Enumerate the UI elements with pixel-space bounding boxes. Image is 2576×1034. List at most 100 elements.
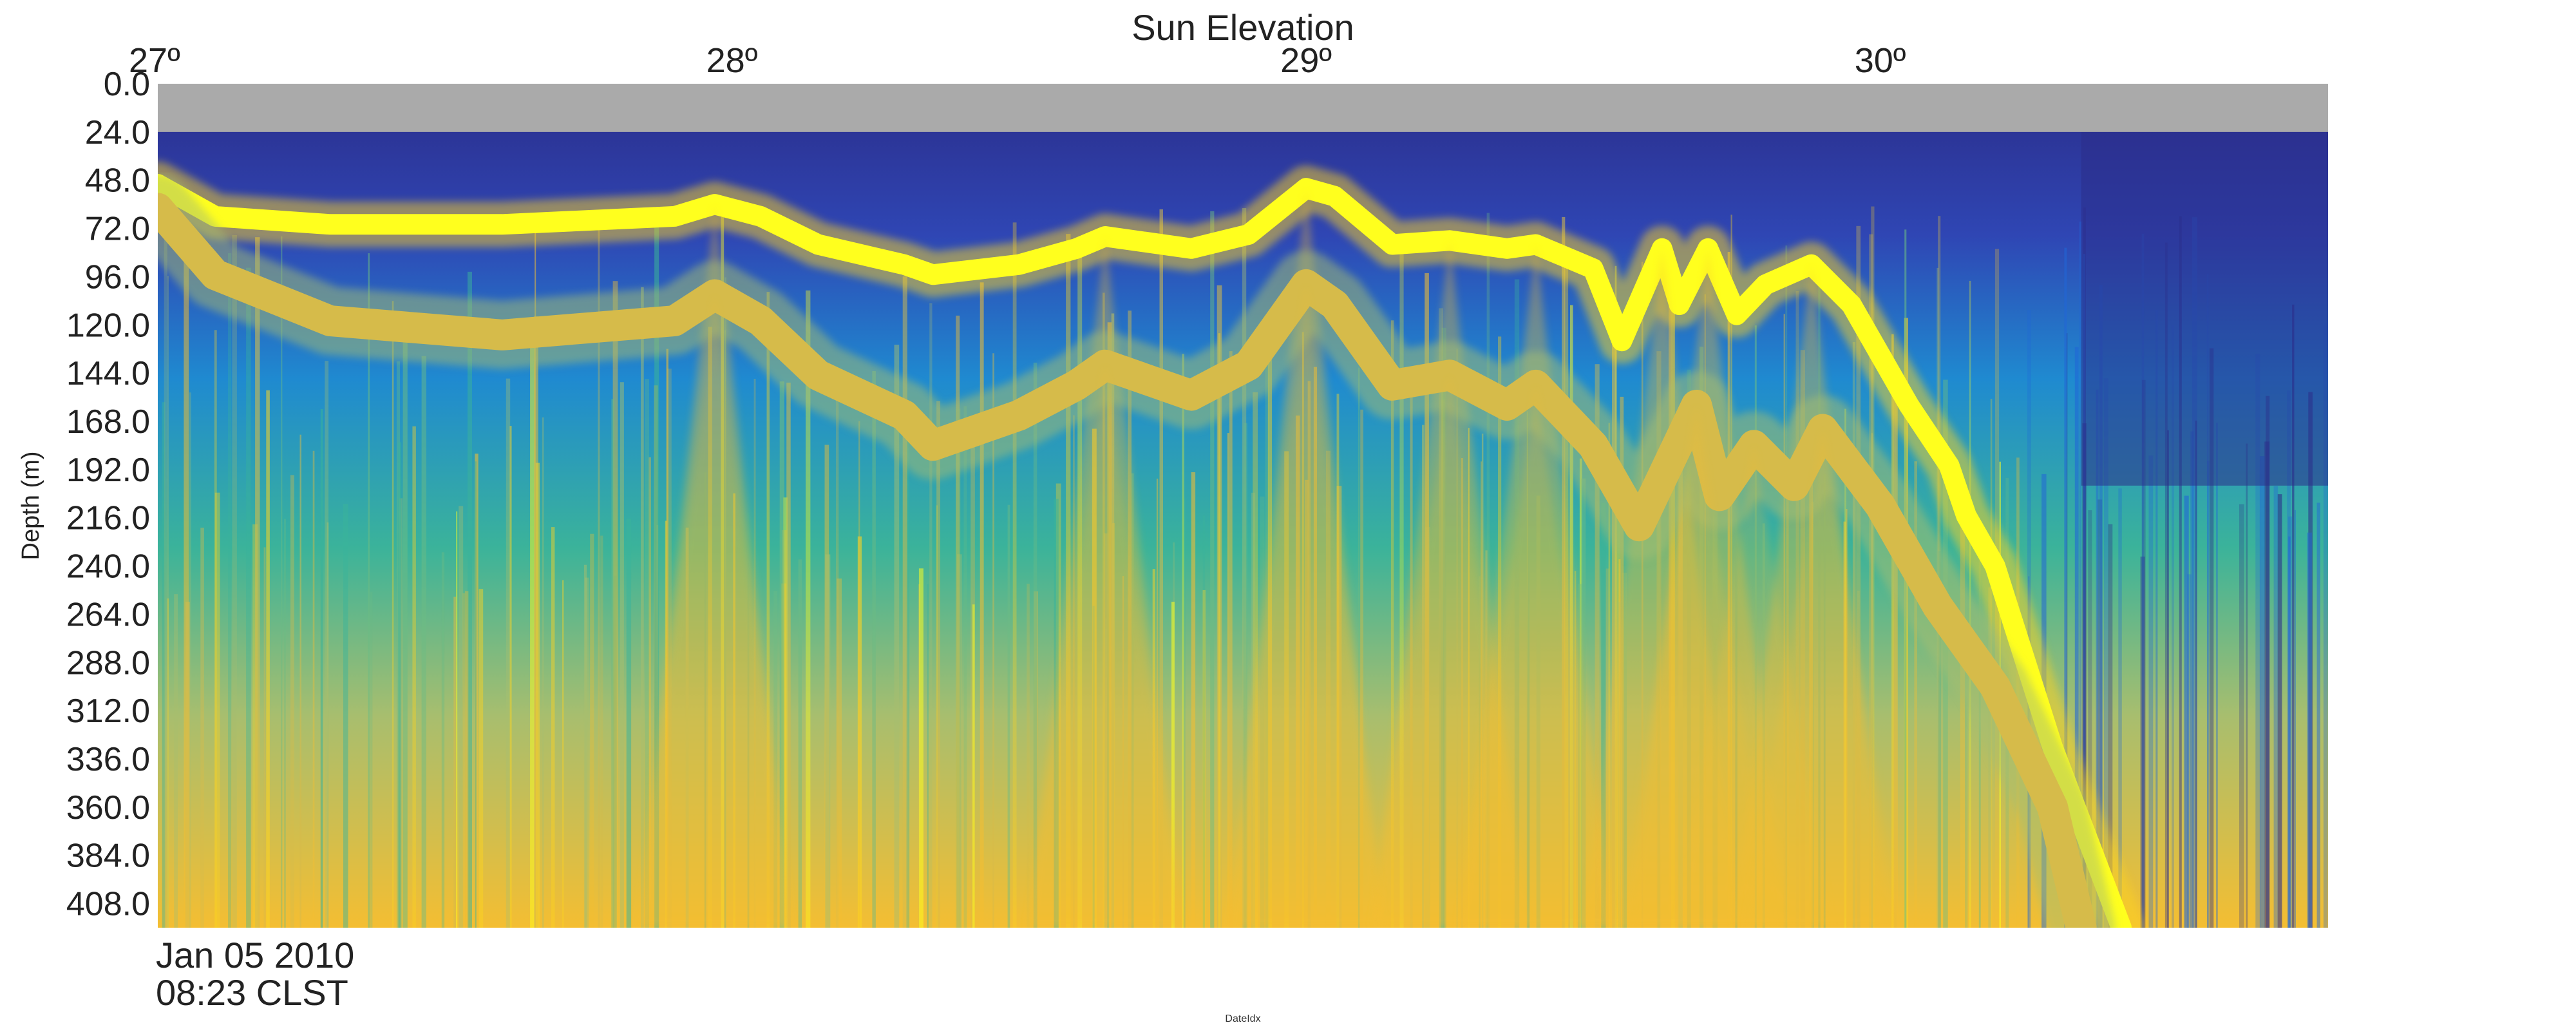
echo-stripe bbox=[2307, 532, 2312, 928]
echo-stripe bbox=[1894, 396, 1897, 928]
echo-stripe bbox=[542, 417, 544, 928]
echo-stripe bbox=[1914, 461, 1917, 928]
echo-stripe bbox=[402, 330, 408, 928]
echo-stripe bbox=[396, 361, 401, 928]
echo-stripe bbox=[290, 475, 294, 928]
echo-stripe bbox=[189, 392, 191, 928]
echo-stripe bbox=[2172, 325, 2174, 928]
echo-stripe bbox=[1202, 589, 1206, 928]
echo-stripe bbox=[1210, 211, 1215, 928]
echo-stripe bbox=[1027, 584, 1030, 928]
x-axis-label: DateIdx bbox=[1225, 1013, 1260, 1024]
y-tick-label: 408.0 bbox=[66, 886, 150, 923]
echo-stripe bbox=[2277, 494, 2282, 928]
echo-stripe bbox=[2074, 347, 2079, 928]
echo-stripe bbox=[857, 536, 862, 928]
echo-stripe bbox=[837, 579, 842, 928]
echo-stripe bbox=[2187, 574, 2192, 928]
echo-stripe bbox=[1183, 498, 1186, 928]
echo-stripe bbox=[453, 597, 457, 928]
echo-stripe bbox=[2239, 504, 2244, 928]
echo-stripe bbox=[1243, 423, 1247, 928]
echo-stripe bbox=[1965, 517, 1968, 928]
echo-stripe bbox=[299, 434, 301, 928]
echo-stripe bbox=[2259, 456, 2265, 928]
echo-stripe bbox=[392, 301, 394, 928]
layer-core-primary bbox=[158, 174, 2132, 928]
echo-stripe bbox=[980, 282, 984, 928]
echo-stripe bbox=[2273, 486, 2278, 928]
echo-stripe bbox=[2096, 389, 2099, 928]
echo-stripe bbox=[255, 237, 260, 928]
echo-stripe bbox=[956, 315, 960, 928]
echo-stripe bbox=[645, 379, 649, 928]
echo-stripe bbox=[1938, 551, 1941, 928]
echo-stripe bbox=[1486, 213, 1490, 928]
echo-stripe bbox=[1608, 423, 1611, 928]
echo-stripe bbox=[963, 406, 967, 928]
echo-stripe bbox=[894, 345, 900, 928]
echo-stripe bbox=[370, 591, 373, 928]
scattering-layer-group bbox=[158, 161, 2145, 928]
echo-stripe bbox=[1601, 503, 1606, 928]
echo-stripe bbox=[906, 403, 910, 928]
echo-stripe bbox=[1034, 591, 1038, 928]
echo-stripe bbox=[312, 450, 315, 928]
echo-stripe bbox=[2288, 536, 2291, 928]
echo-stripe bbox=[600, 535, 603, 928]
start-time-label: 08:23 CLST bbox=[156, 972, 348, 1013]
echo-plume bbox=[1229, 284, 1384, 928]
echo-stripe bbox=[902, 276, 907, 928]
echo-stripe bbox=[412, 426, 416, 928]
echo-stripe bbox=[1191, 472, 1196, 928]
echo-stripe bbox=[649, 457, 651, 928]
echo-stripe bbox=[1399, 238, 1404, 928]
echo-stripe bbox=[1595, 364, 1600, 928]
echo-stripe bbox=[2206, 273, 2209, 928]
echo-stripe bbox=[399, 498, 402, 928]
echo-stripe bbox=[1612, 305, 1617, 928]
echo-stripe bbox=[929, 303, 933, 928]
echo-stripe bbox=[343, 504, 348, 928]
echo-stripe bbox=[992, 353, 994, 928]
echo-stripe bbox=[1988, 587, 1991, 928]
echo-stripe bbox=[1012, 222, 1017, 928]
no-data-band-group bbox=[158, 84, 2328, 132]
y-tick-label: 48.0 bbox=[85, 162, 150, 200]
echo-plume bbox=[1458, 385, 1613, 928]
echo-stripe bbox=[398, 442, 402, 928]
echo-stripe bbox=[2294, 510, 2296, 928]
echo-stripe bbox=[1217, 285, 1222, 928]
echo-stripe bbox=[228, 253, 232, 928]
y-axis-label: Depth (m) bbox=[17, 452, 44, 560]
echo-stripe bbox=[779, 381, 784, 928]
echo-stripe bbox=[957, 554, 962, 928]
echo-stripe bbox=[464, 591, 469, 928]
y-tick-label: 360.0 bbox=[66, 789, 150, 827]
echo-stripe bbox=[551, 527, 555, 928]
start-date-label: Jan 05 2010 bbox=[156, 935, 354, 975]
echo-stripe bbox=[2292, 304, 2295, 928]
echo-stripe bbox=[641, 287, 644, 928]
echo-stripe bbox=[2097, 499, 2103, 928]
echo-stripe bbox=[613, 575, 617, 928]
echo-stripe bbox=[281, 236, 283, 928]
echo-stripe bbox=[590, 533, 594, 928]
echo-stripe bbox=[1033, 362, 1037, 928]
echo-stripe bbox=[2195, 420, 2197, 928]
echo-stripe bbox=[200, 528, 204, 928]
echo-stripe bbox=[1156, 478, 1159, 928]
echo-stripe bbox=[1893, 388, 1898, 928]
echo-stripe bbox=[246, 267, 251, 928]
echo-stripe bbox=[506, 378, 511, 928]
echo-stripe bbox=[585, 577, 589, 928]
echo-stripe bbox=[786, 382, 791, 928]
echo-stripe bbox=[2216, 423, 2218, 928]
echo-stripe bbox=[2099, 284, 2103, 928]
echo-stripe bbox=[583, 564, 587, 928]
y-tick-label: 72.0 bbox=[85, 211, 150, 248]
echo-stripe bbox=[459, 506, 464, 928]
layer-core-secondary bbox=[158, 193, 2097, 928]
echo-stripe bbox=[2209, 348, 2214, 928]
